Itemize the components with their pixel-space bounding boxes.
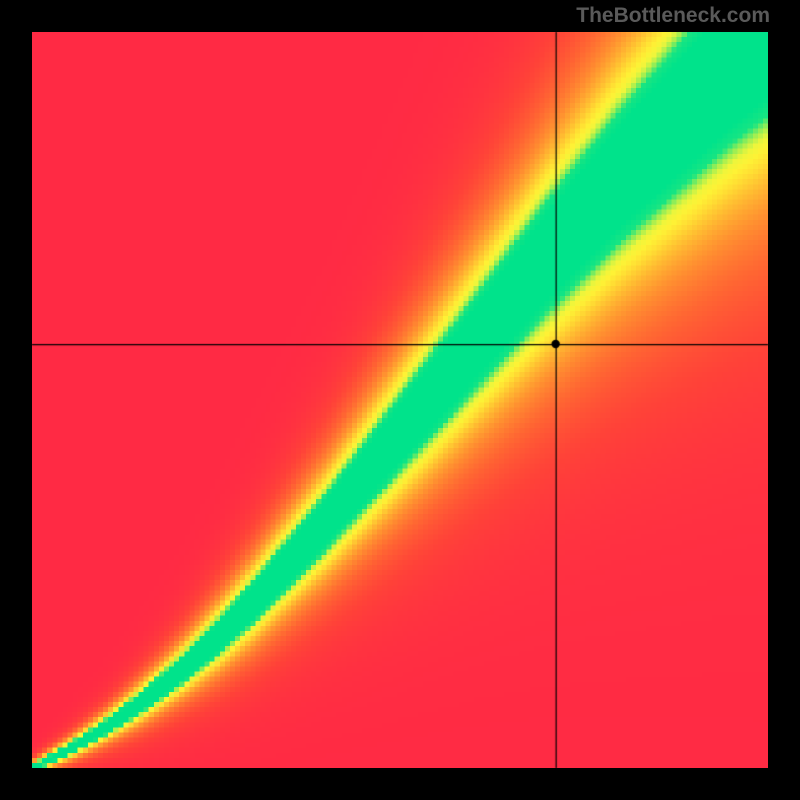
chart-container: TheBottleneck.com [0, 0, 800, 800]
watermark-text: TheBottleneck.com [576, 4, 770, 28]
crosshair-overlay [0, 0, 800, 800]
